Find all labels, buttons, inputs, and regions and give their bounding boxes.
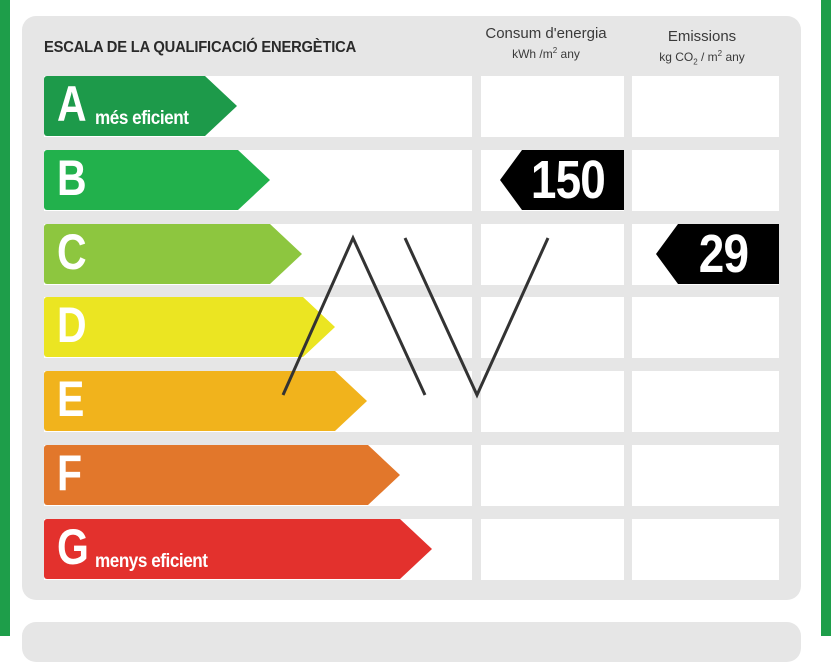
rating-letter: D <box>57 297 87 353</box>
lower-panel <box>22 622 801 662</box>
rating-arrow-f: F <box>44 445 400 505</box>
rating-letter: C <box>57 224 87 280</box>
rating-arrow-b: B <box>44 150 270 210</box>
emissions-column-header: Emissions kg CO2 / m2 any <box>632 28 772 66</box>
rating-letter: E <box>57 371 85 427</box>
emissions-label: Emissions <box>667 28 737 45</box>
scale-title: ESCALA DE LA QUALIFICACIÓ ENERGÈTICA <box>44 39 357 56</box>
rating-sublabel: menys eficient <box>95 551 208 572</box>
emissions-value-tag: 29 <box>656 224 779 284</box>
rating-arrow-c: C <box>44 224 302 284</box>
consumption-cell-d <box>481 297 624 358</box>
consumption-column-header: Consum d'energia kWh /m2 any <box>480 25 612 61</box>
emissions-cell-b <box>632 150 779 211</box>
consumption-value: 150 <box>530 150 606 210</box>
emissions-unit: kg CO2 / m2 any <box>659 49 745 67</box>
consumption-label: Consum d'energia <box>485 25 607 42</box>
emissions-value: 29 <box>698 224 749 284</box>
consumption-cell-c <box>481 224 624 285</box>
rating-letter: G <box>57 519 89 575</box>
rating-sublabel: més eficient <box>95 108 189 129</box>
emissions-cell-a <box>632 76 779 137</box>
rating-arrow-e: E <box>44 371 367 431</box>
emissions-cell-d <box>632 297 779 358</box>
rating-letter: A <box>57 76 87 132</box>
consumption-cell-f <box>481 445 624 506</box>
consumption-value-tag: 150 <box>500 150 624 210</box>
rating-arrow-d: D <box>44 297 335 357</box>
rating-letter: B <box>57 150 87 206</box>
rating-letter: F <box>57 445 83 501</box>
consumption-cell-a <box>481 76 624 137</box>
emissions-cell-e <box>632 371 779 432</box>
consumption-unit: kWh /m2 any <box>512 46 580 61</box>
right-border <box>821 0 831 636</box>
emissions-cell-f <box>632 445 779 506</box>
left-border <box>0 0 10 636</box>
emissions-cell-g <box>632 519 779 580</box>
consumption-cell-e <box>481 371 624 432</box>
consumption-cell-g <box>481 519 624 580</box>
